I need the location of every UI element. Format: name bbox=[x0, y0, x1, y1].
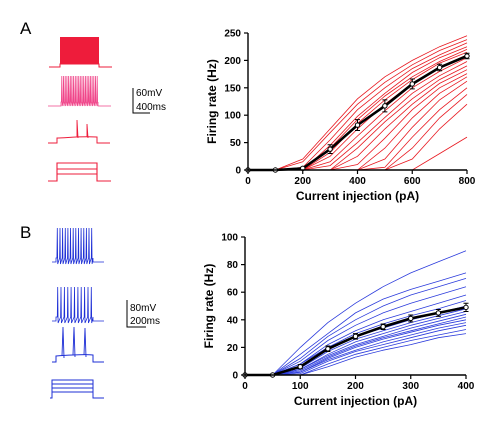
individual-cell-line bbox=[248, 136, 468, 171]
spike-train-trace bbox=[52, 227, 104, 265]
y-tick-label: 250 bbox=[224, 29, 241, 40]
individual-cell-line bbox=[245, 311, 467, 376]
subthreshold-trace bbox=[48, 136, 110, 144]
x-tick-label: 0 bbox=[242, 381, 248, 392]
y-tick-label: 60 bbox=[227, 288, 239, 299]
x-tick-label: 800 bbox=[459, 176, 476, 187]
spike-train-trace bbox=[52, 286, 104, 324]
current-step-protocol bbox=[48, 162, 111, 182]
x-tick-label: 400 bbox=[349, 176, 366, 187]
mean-point bbox=[352, 333, 359, 340]
panel-b-voltage-traces bbox=[50, 227, 104, 399]
mean-point bbox=[382, 103, 388, 109]
x-tick-label: 300 bbox=[402, 381, 419, 392]
panel-a-voltage-traces bbox=[48, 37, 112, 182]
y-tick-label: 0 bbox=[235, 166, 241, 177]
individual-cell-line bbox=[248, 35, 468, 171]
sparse-spikes bbox=[76, 119, 89, 139]
x-tick-label: 600 bbox=[404, 176, 421, 187]
individual-cell-line bbox=[245, 278, 467, 376]
y-tick-label: 80 bbox=[227, 260, 239, 271]
subthreshold-trace bbox=[52, 354, 104, 363]
mean-point bbox=[380, 324, 386, 330]
mean-point bbox=[327, 146, 333, 152]
y-tick-label: 40 bbox=[227, 315, 239, 326]
y-axis-title: Firing rate (Hz) bbox=[202, 264, 216, 349]
y-axis-title: Firing rate (Hz) bbox=[205, 59, 219, 144]
x-tick-label: 100 bbox=[292, 381, 309, 392]
mean-point bbox=[297, 364, 303, 370]
individual-cell-line bbox=[248, 39, 468, 171]
mean-point bbox=[354, 122, 361, 128]
y-tick-label: 200 bbox=[224, 56, 241, 67]
individual-cell-line bbox=[248, 61, 468, 171]
individual-cell-line bbox=[245, 316, 467, 376]
x-tick-label: 400 bbox=[458, 381, 475, 392]
individual-cell-line bbox=[248, 65, 468, 171]
individual-cell-line bbox=[248, 57, 468, 171]
panel-a-scale-bar: 60mV 400ms bbox=[132, 88, 166, 114]
individual-cell-line bbox=[248, 46, 468, 171]
panel-letter-a: A bbox=[20, 19, 32, 38]
y-tick-label: 100 bbox=[224, 111, 241, 122]
mean-point bbox=[464, 53, 470, 59]
x-tick-label: 0 bbox=[245, 176, 251, 187]
scale-time-b: 200ms bbox=[130, 316, 160, 327]
individual-cell-line bbox=[245, 286, 467, 376]
individual-cell-line bbox=[248, 42, 468, 171]
individual-cell-line bbox=[245, 272, 467, 376]
spike-train-trace bbox=[48, 75, 111, 107]
y-tick-label: 20 bbox=[227, 343, 239, 354]
y-tick-label: 150 bbox=[224, 83, 241, 94]
mean-point bbox=[409, 81, 415, 87]
panel-letter-b: B bbox=[20, 223, 31, 242]
y-tick-label: 50 bbox=[230, 138, 242, 149]
individual-cell-line bbox=[245, 305, 467, 376]
mean-point bbox=[435, 310, 442, 316]
mean-point bbox=[408, 315, 414, 322]
mean-line bbox=[248, 54, 468, 172]
scale-voltage-b: 80mV bbox=[130, 303, 156, 314]
mean-line bbox=[245, 306, 467, 377]
dense-spike-train bbox=[60, 37, 99, 64]
individual-cell-line bbox=[245, 319, 467, 376]
mean-point bbox=[463, 304, 469, 311]
chart-a: 0 200 400 600 800 0 50 100 150 200 250 Current inje… bbox=[205, 29, 476, 204]
panel-b-scale-bar: 80mV 200ms bbox=[126, 300, 160, 328]
sparse-spikes bbox=[61, 326, 87, 359]
x-axis-title: Current injection (pA) bbox=[296, 189, 419, 203]
y-tick-label: 0 bbox=[232, 371, 238, 382]
x-axis-title: Current injection (pA) bbox=[294, 394, 417, 408]
scale-voltage-a: 60mV bbox=[136, 88, 162, 99]
scale-time-a: 400ms bbox=[136, 102, 166, 113]
trace-baseline bbox=[49, 63, 112, 68]
individual-cell-line bbox=[245, 313, 467, 376]
mean-point bbox=[436, 64, 443, 71]
x-tick-label: 200 bbox=[347, 381, 364, 392]
mean-point bbox=[325, 346, 331, 352]
chart-b: 0 100 200 300 400 0 20 40 60 80 100 Current injecti… bbox=[202, 233, 475, 409]
individual-cell-line bbox=[245, 322, 467, 376]
individual-cell-line bbox=[245, 250, 467, 376]
y-tick-label: 100 bbox=[221, 233, 238, 244]
individual-cell-line bbox=[248, 103, 468, 171]
current-step-protocol bbox=[50, 379, 104, 399]
x-tick-label: 200 bbox=[294, 176, 311, 187]
